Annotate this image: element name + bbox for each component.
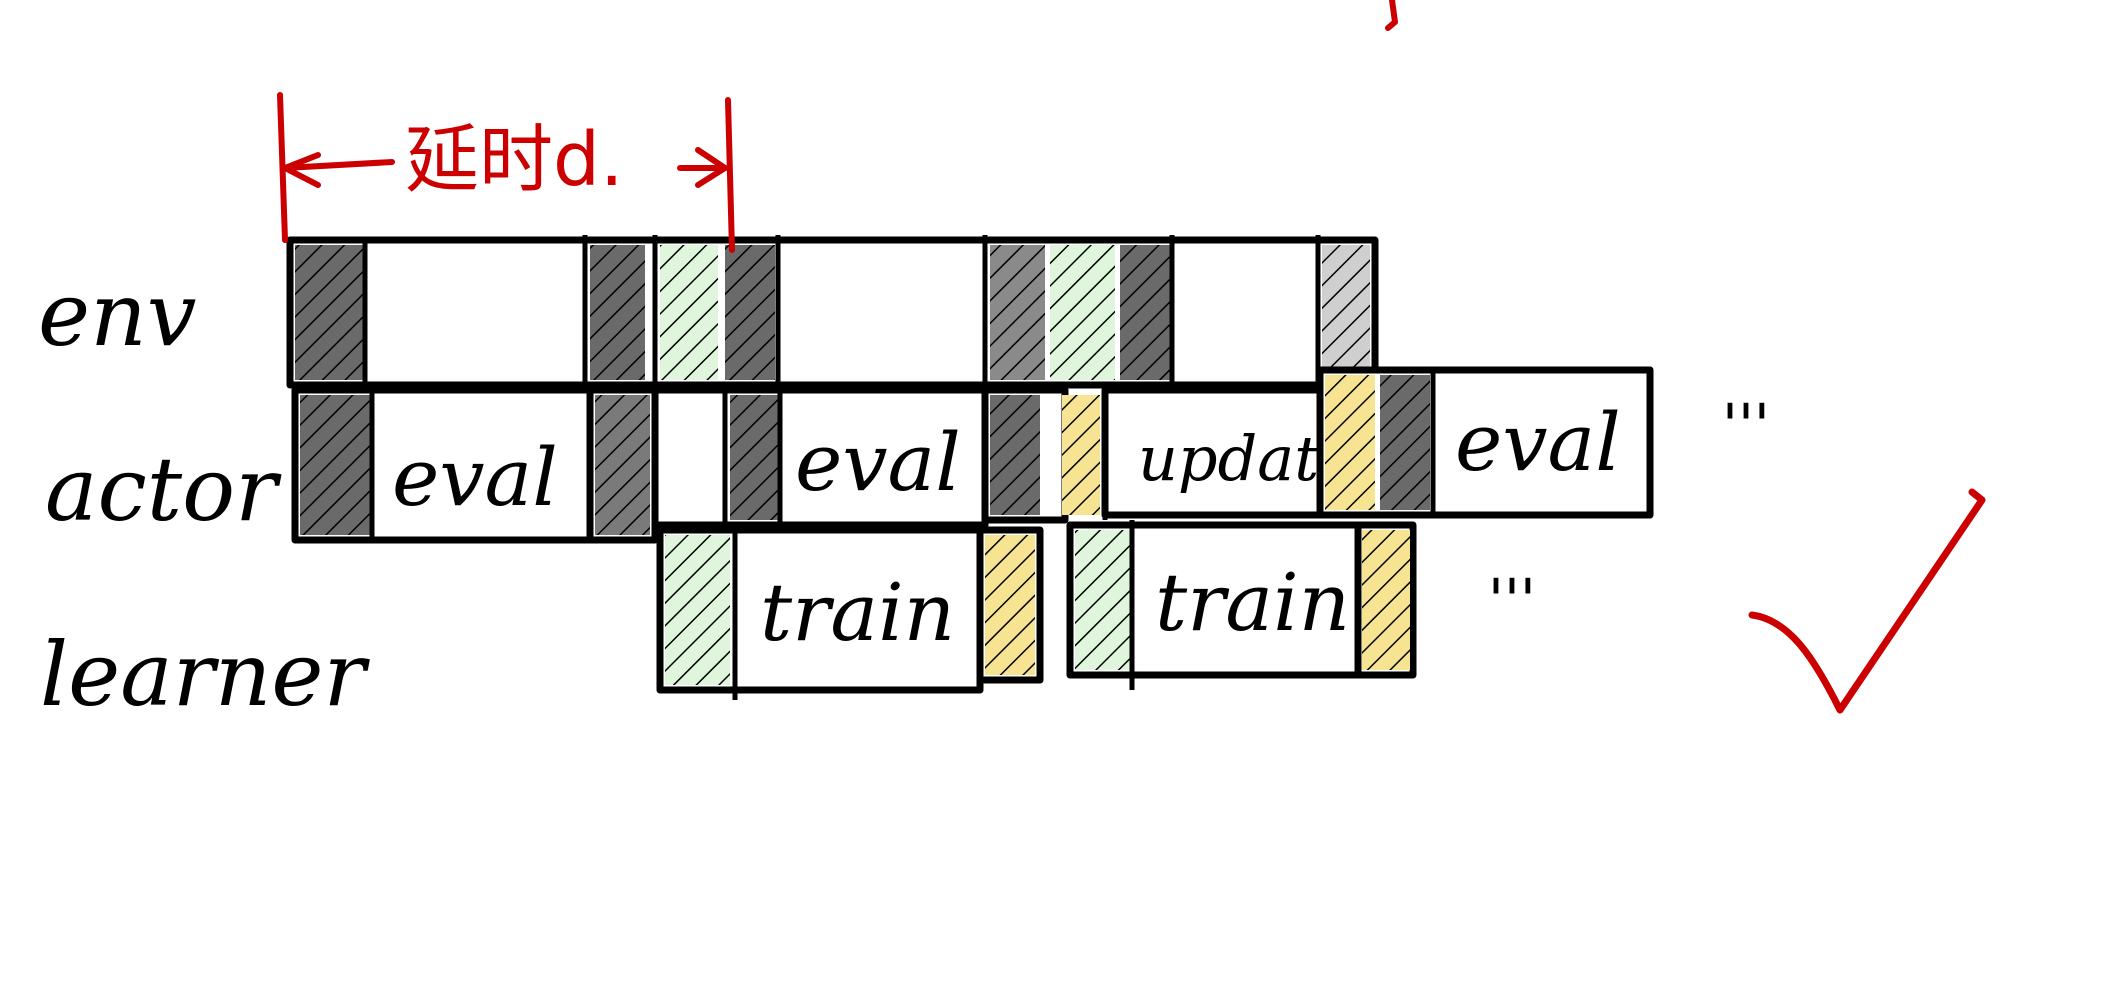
actor-box-update: [1101, 386, 1324, 519]
env-row: [286, 235, 1379, 390]
env-step-4: [725, 235, 781, 390]
learner-train-label-2: train: [1155, 556, 1350, 649]
actor-eval-label-3: eval: [1455, 396, 1621, 489]
interval-label: 延时d.: [405, 117, 624, 203]
env-step-1: [295, 240, 368, 385]
lane-label-env: env: [38, 263, 196, 366]
interval-right-bar: [725, 97, 735, 253]
actor-eval-label-1: eval: [392, 431, 558, 524]
actor-box-eval-2: [651, 386, 989, 529]
interval-right-arrow: [695, 147, 728, 188]
env-step-7: [1315, 235, 1370, 390]
checkmark-icon: [1748, 488, 1986, 714]
env-step-6: [1050, 235, 1175, 390]
env-step-2: [582, 235, 645, 390]
learner-train-label-1: train: [760, 566, 955, 659]
lane-label-learner: learner: [40, 623, 371, 726]
delay-annotation: 延时d.: [277, 92, 735, 253]
top-red-mark: [1385, 0, 1398, 31]
learner-ellipsis: ''': [1488, 566, 1536, 634]
env-step-5: [982, 235, 1045, 390]
env-row-outline: [286, 236, 1379, 389]
actor-ellipsis: ''': [1722, 391, 1770, 459]
actor-row: eval eval update eval ''': [291, 366, 1770, 544]
actor-eval-label-2: eval: [795, 416, 961, 509]
env-step-3: [652, 235, 718, 390]
learner-row: train train ''': [656, 520, 1536, 700]
lane-label-actor: actor: [45, 438, 282, 541]
